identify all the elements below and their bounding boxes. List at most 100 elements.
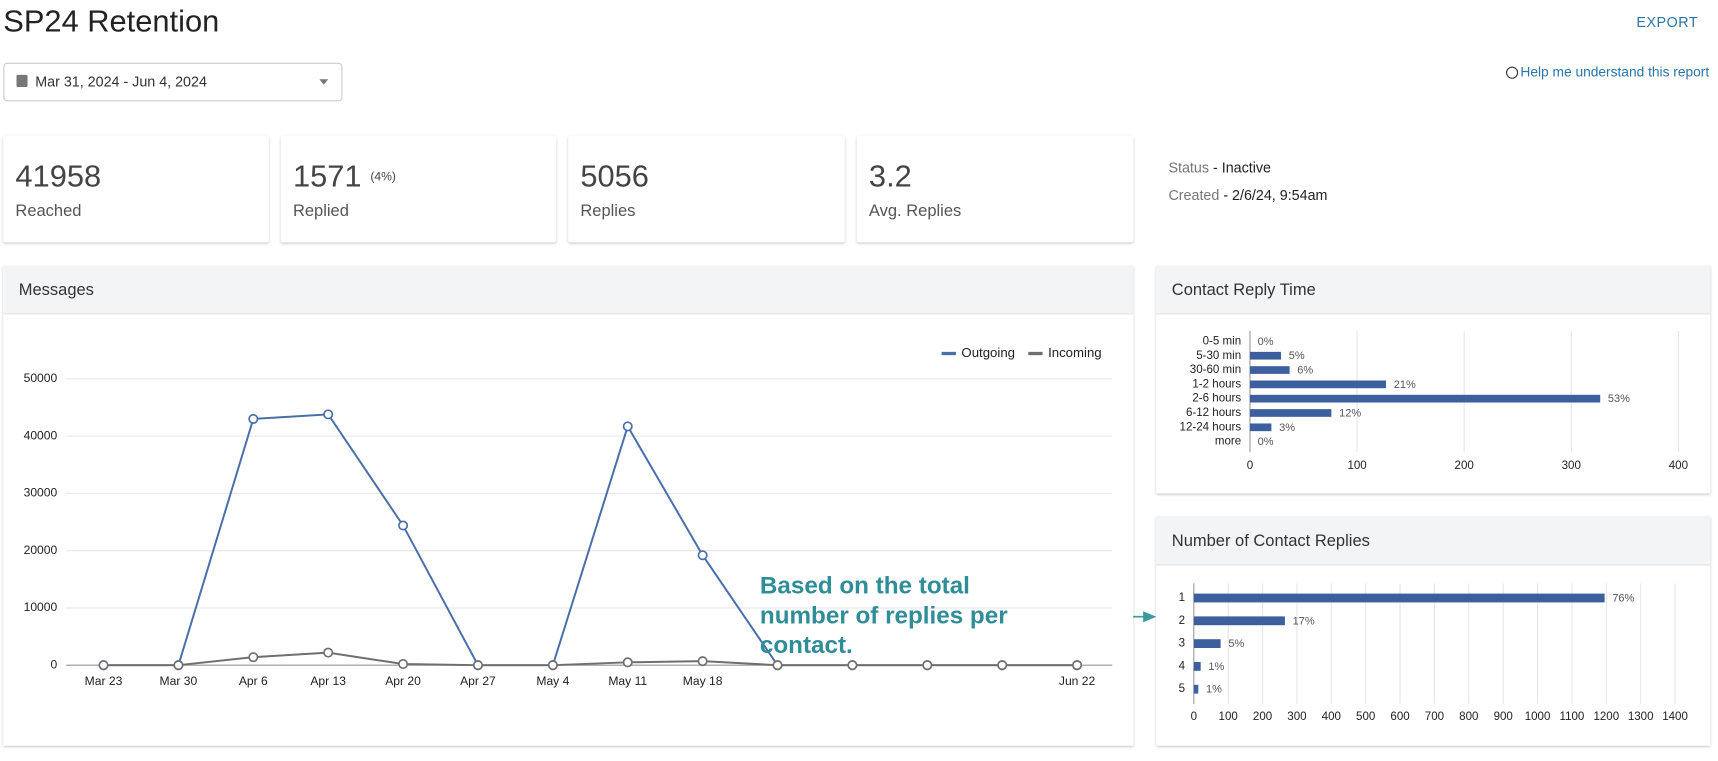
legend-label: Incoming <box>1048 345 1102 360</box>
date-picker[interactable] <box>3 62 343 102</box>
y-tick-label: 50000 <box>24 371 58 385</box>
x-tick-label: 100 <box>1347 460 1366 472</box>
y-tick-label: 40000 <box>24 428 58 442</box>
data-point <box>622 657 633 668</box>
x-tick-label: 1000 <box>1525 711 1551 723</box>
data-point <box>1072 660 1083 671</box>
status-label: Status - Inactive <box>1168 160 1271 176</box>
data-point <box>323 409 334 420</box>
stat-label: Replies <box>580 202 635 220</box>
bar <box>1193 593 1605 603</box>
stat-label: Avg. Replies <box>869 202 961 220</box>
stat-label: Reached <box>15 202 81 220</box>
bar <box>1249 423 1272 432</box>
x-tick-label: Apr 27 <box>460 674 496 688</box>
bar <box>1249 366 1290 374</box>
series-line <box>103 651 1078 667</box>
panel-header <box>1156 265 1711 314</box>
x-tick-label: 200 <box>1253 711 1272 723</box>
data-point <box>922 660 933 671</box>
x-tick-label: Jun 22 <box>1059 674 1096 688</box>
y-tick-label: 30000 <box>24 486 58 500</box>
y-tick-label: 0 <box>51 657 58 671</box>
stat-value: 1571 <box>293 159 362 194</box>
panel-header <box>3 265 1134 314</box>
category-label: 1-2 hours <box>1192 378 1241 390</box>
x-tick-label: May 18 <box>683 674 723 688</box>
stat-card <box>568 135 845 243</box>
data-point <box>248 652 259 663</box>
data-point <box>472 660 483 671</box>
category-label: more <box>1215 436 1241 448</box>
callout-arrowhead <box>1143 611 1157 623</box>
created-value: - 2/6/24, 9:54am <box>1223 188 1327 204</box>
stat-card <box>3 135 269 243</box>
bar-label: 5% <box>1228 638 1244 650</box>
bar-label: 5% <box>1289 350 1305 362</box>
bar-label: 0% <box>1258 336 1274 348</box>
x-tick-label: 800 <box>1459 711 1478 723</box>
data-point <box>997 660 1008 671</box>
data-point <box>772 660 783 671</box>
bar-label: 53% <box>1608 393 1630 405</box>
y-tick-label: 10000 <box>24 600 58 614</box>
export-button[interactable]: EXPORT <box>1636 15 1698 31</box>
data-point <box>398 659 409 670</box>
x-tick-label: 1100 <box>1560 711 1585 723</box>
bar <box>1193 661 1201 671</box>
callout-text: Based on the total number of replies per… <box>759 571 1008 659</box>
bar <box>1193 616 1285 626</box>
x-tick-label: 700 <box>1425 711 1444 723</box>
x-tick-label: 100 <box>1219 711 1238 723</box>
x-tick-label: Apr 20 <box>385 674 421 688</box>
data-point <box>697 656 708 667</box>
info-icon <box>1506 66 1519 79</box>
x-tick-label: Apr 13 <box>310 674 346 688</box>
data-point <box>98 660 109 671</box>
x-tick-label: 1200 <box>1593 711 1619 723</box>
data-point <box>847 660 858 671</box>
x-tick-label: 1400 <box>1662 711 1688 723</box>
panel-title: Number of Contact Replies <box>1172 532 1370 550</box>
category-label: 5-30 min <box>1196 350 1241 362</box>
panel-header <box>1156 516 1711 565</box>
category-label: 0-5 min <box>1203 335 1242 347</box>
stat-card <box>280 135 557 243</box>
bar <box>1249 394 1601 403</box>
data-point <box>697 550 708 561</box>
category-label: 5 <box>1179 683 1185 695</box>
bar-label: 17% <box>1293 615 1315 627</box>
category-label: 30-60 min <box>1190 364 1241 376</box>
x-tick-label: 1300 <box>1628 711 1654 723</box>
bar-label: 0% <box>1258 436 1274 448</box>
bar-label: 1% <box>1206 684 1222 696</box>
stat-card <box>856 135 1134 243</box>
x-tick-label: 0 <box>1191 711 1197 723</box>
x-tick-label: May 4 <box>536 674 569 688</box>
bar-label: 12% <box>1339 407 1361 419</box>
bar <box>1193 639 1221 649</box>
x-tick-label: 300 <box>1562 460 1581 472</box>
dropdown-caret <box>319 79 329 85</box>
panel-title: Contact Reply Time <box>1172 281 1316 299</box>
x-tick-label: Mar 23 <box>85 674 123 688</box>
panel-title: Messages <box>19 281 94 299</box>
x-tick-label: Apr 6 <box>239 674 268 688</box>
x-tick-label: Mar 30 <box>160 674 198 688</box>
page-title: SP24 Retention <box>3 3 219 38</box>
stat-value: 3.2 <box>869 159 912 194</box>
data-point <box>323 647 334 658</box>
data-point <box>173 660 184 671</box>
category-label: 6-12 hours <box>1186 407 1241 419</box>
bar-label: 6% <box>1297 364 1313 376</box>
status-label: Status <box>1168 160 1209 176</box>
category-label: 1 <box>1179 592 1185 604</box>
date-range[interactable]: Mar 31, 2024 - Jun 4, 2024 <box>35 74 207 90</box>
x-tick-label: 400 <box>1322 711 1341 723</box>
help-link[interactable]: Help me understand this report <box>1520 64 1709 79</box>
x-tick-label: 300 <box>1287 711 1306 723</box>
stat-note: (4%) <box>370 170 396 184</box>
category-label: 3 <box>1179 638 1185 650</box>
